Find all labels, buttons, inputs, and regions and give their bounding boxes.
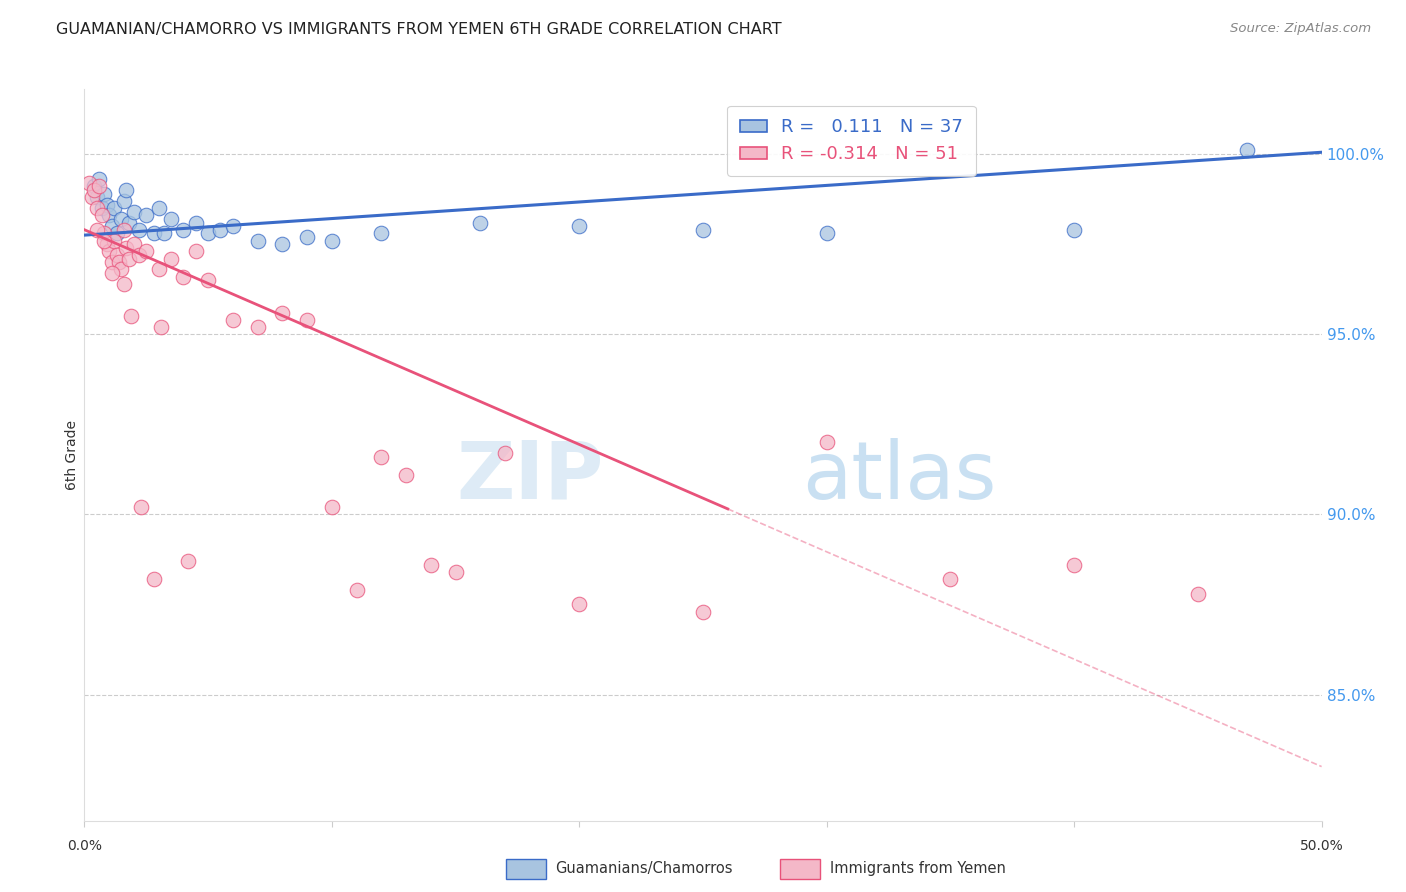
Legend: R =   0.111   N = 37, R = -0.314   N = 51: R = 0.111 N = 37, R = -0.314 N = 51: [727, 105, 976, 176]
Point: [321, 234, 343, 248]
Point: [112, 194, 135, 208]
Text: 50.0%: 50.0%: [1299, 838, 1344, 853]
Point: [93, 234, 115, 248]
Point: [93, 227, 115, 241]
Point: [90, 201, 112, 215]
Y-axis label: 6th Grade: 6th Grade: [65, 420, 79, 490]
Point: [142, 572, 165, 586]
Point: [419, 558, 441, 572]
Point: [271, 237, 294, 252]
Point: [98, 244, 121, 259]
Point: [470, 215, 492, 229]
Point: [692, 223, 714, 237]
Point: [295, 230, 318, 244]
Point: [100, 255, 122, 269]
Point: [105, 248, 128, 262]
Point: [128, 248, 150, 262]
Point: [444, 565, 467, 579]
Point: [370, 227, 392, 241]
Point: [568, 219, 591, 233]
Point: [118, 252, 141, 266]
Point: [90, 208, 112, 222]
Point: [222, 219, 245, 233]
Point: [494, 446, 516, 460]
Point: [197, 273, 219, 287]
Point: [346, 582, 368, 597]
Point: [89, 179, 111, 194]
Point: [222, 313, 245, 327]
Point: [105, 227, 128, 241]
Point: [1236, 144, 1258, 158]
Point: [86, 201, 108, 215]
Point: [246, 234, 269, 248]
Point: [1063, 558, 1085, 572]
Point: [110, 262, 132, 277]
Point: [86, 223, 108, 237]
Text: GUAMANIAN/CHAMORRO VS IMMIGRANTS FROM YEMEN 6TH GRADE CORRELATION CHART: GUAMANIAN/CHAMORRO VS IMMIGRANTS FROM YE…: [56, 22, 782, 37]
Point: [246, 320, 269, 334]
Point: [184, 244, 207, 259]
Point: [129, 500, 152, 515]
Point: [135, 244, 157, 259]
Point: [150, 320, 173, 334]
Point: [80, 190, 103, 204]
Text: atlas: atlas: [801, 438, 997, 516]
Point: [79, 176, 101, 190]
Point: [395, 467, 418, 482]
Text: Immigrants from Yemen: Immigrants from Yemen: [830, 862, 1005, 876]
Point: [172, 223, 194, 237]
Point: [108, 255, 131, 269]
Point: [103, 201, 125, 215]
Point: [148, 262, 170, 277]
Text: Source: ZipAtlas.com: Source: ZipAtlas.com: [1230, 22, 1371, 36]
Point: [122, 204, 145, 219]
Point: [321, 500, 343, 515]
Point: [135, 208, 157, 222]
Point: [118, 215, 141, 229]
Point: [112, 223, 135, 237]
Point: [939, 572, 962, 586]
Point: [568, 598, 591, 612]
Point: [160, 211, 183, 226]
Point: [142, 227, 165, 241]
Point: [83, 183, 105, 197]
Point: [115, 241, 138, 255]
Point: [692, 605, 714, 619]
Point: [370, 450, 392, 464]
Point: [815, 227, 838, 241]
Point: [96, 237, 118, 252]
Point: [103, 234, 125, 248]
Text: Guamanians/Chamorros: Guamanians/Chamorros: [555, 862, 733, 876]
Point: [177, 554, 200, 568]
Point: [100, 266, 122, 280]
Point: [86, 190, 108, 204]
Point: [295, 313, 318, 327]
Point: [122, 237, 145, 252]
Point: [93, 186, 115, 201]
Point: [271, 305, 294, 319]
Point: [100, 219, 122, 233]
Point: [148, 201, 170, 215]
Point: [110, 211, 132, 226]
Point: [197, 227, 219, 241]
Point: [83, 179, 105, 194]
Point: [89, 172, 111, 186]
Point: [815, 435, 838, 450]
Point: [112, 277, 135, 291]
Point: [120, 309, 142, 323]
Point: [1187, 587, 1209, 601]
Point: [209, 223, 232, 237]
Point: [115, 183, 138, 197]
Point: [184, 215, 207, 229]
Point: [128, 223, 150, 237]
Point: [96, 197, 118, 211]
Point: [98, 208, 121, 222]
Text: 0.0%: 0.0%: [67, 838, 101, 853]
Point: [152, 227, 174, 241]
Point: [1063, 223, 1085, 237]
Point: [160, 252, 183, 266]
Text: ZIP: ZIP: [457, 438, 605, 516]
Point: [172, 269, 194, 284]
